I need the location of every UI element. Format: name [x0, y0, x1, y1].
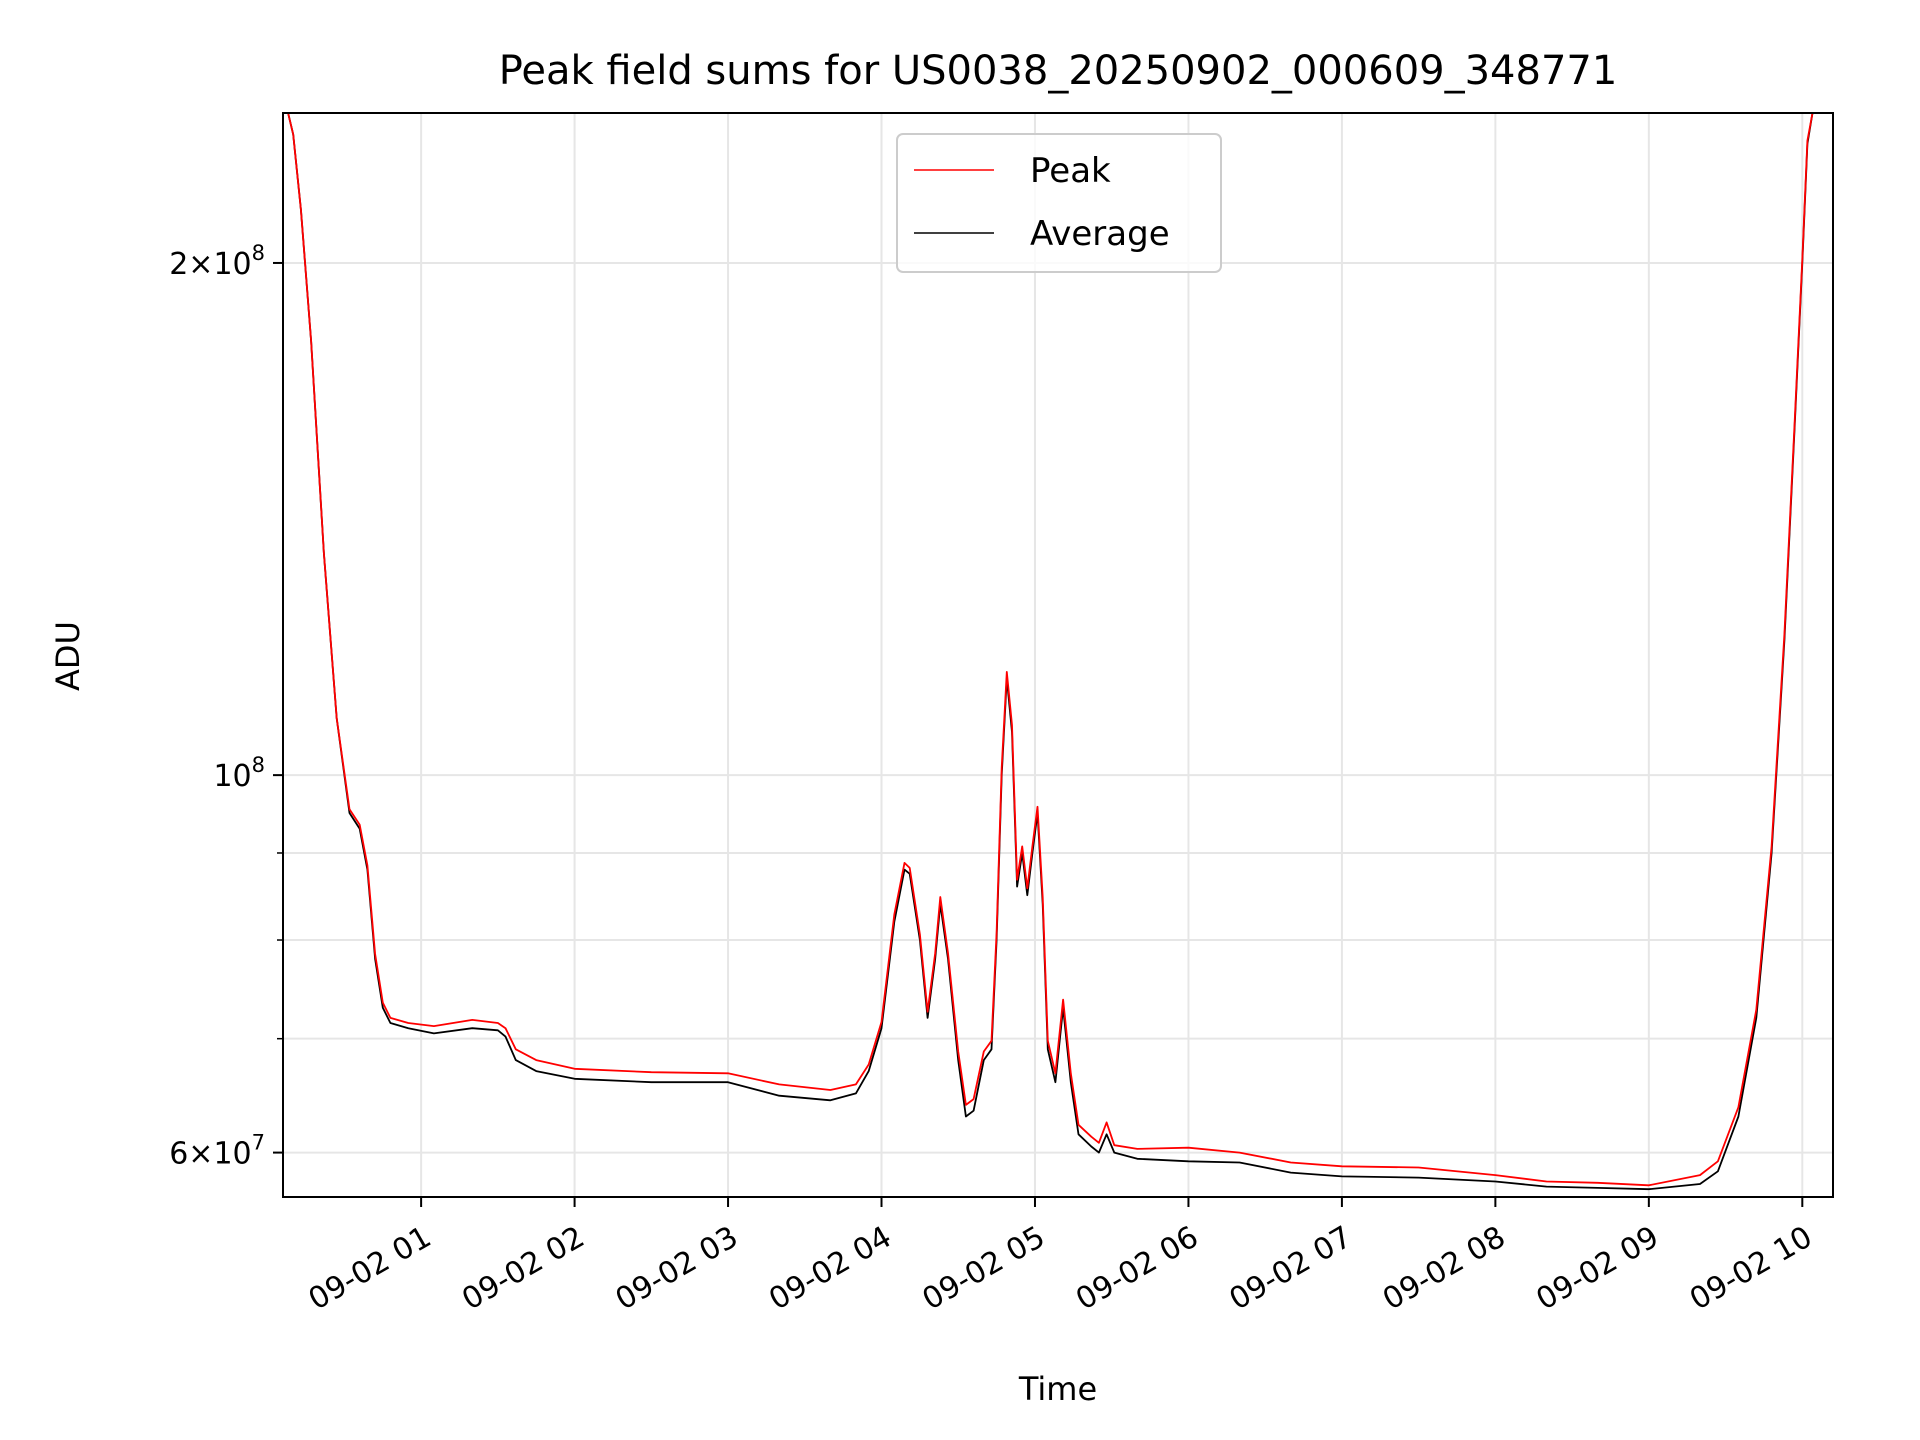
legend-label-peak: Peak [1030, 151, 1111, 191]
y-tick-label: 6×107 [169, 1131, 265, 1172]
legend-box [896, 133, 1222, 273]
chart-title: Peak field sums for US0038_20250902_0006… [499, 48, 1618, 94]
legend: Peak Average [896, 133, 1222, 273]
y-axis-ticks: 2×108 108 6×107 [169, 241, 283, 1172]
y-tick-label: 108 [213, 753, 265, 794]
x-axis-title: Time [1018, 1370, 1097, 1408]
series-line-average [287, 113, 1814, 1191]
series-line-peak [287, 113, 1814, 1187]
legend-label-average: Average [1030, 214, 1170, 254]
y-tick-label: 2×108 [169, 241, 265, 282]
y-axis-title: ADU [49, 621, 87, 691]
series-group [287, 113, 1814, 1191]
plot-frame [282, 112, 1834, 1198]
